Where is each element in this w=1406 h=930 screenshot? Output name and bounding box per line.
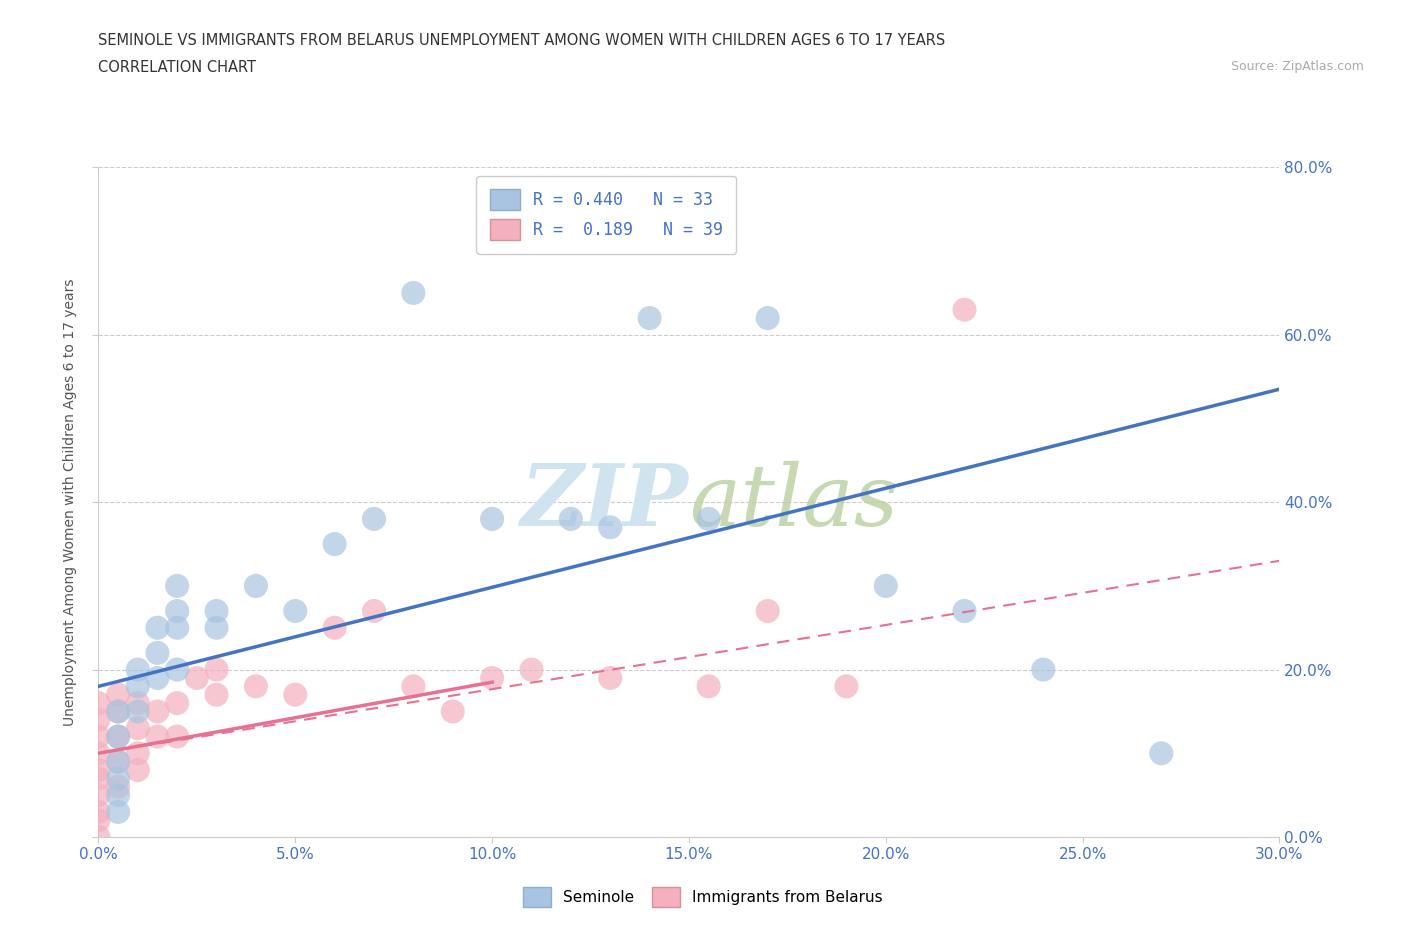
Point <box>284 687 307 702</box>
Point <box>166 604 188 618</box>
Point <box>599 671 621 685</box>
Point <box>166 729 188 744</box>
Point <box>520 662 543 677</box>
Point <box>835 679 858 694</box>
Point <box>127 763 149 777</box>
Point <box>127 662 149 677</box>
Point <box>87 771 110 786</box>
Legend: Seminole, Immigrants from Belarus: Seminole, Immigrants from Belarus <box>517 882 889 913</box>
Point <box>166 578 188 593</box>
Point <box>481 512 503 526</box>
Point <box>953 604 976 618</box>
Point <box>166 696 188 711</box>
Point <box>107 788 129 803</box>
Point <box>87 804 110 819</box>
Point <box>245 679 267 694</box>
Point <box>402 286 425 300</box>
Point <box>441 704 464 719</box>
Point <box>1150 746 1173 761</box>
Point <box>127 704 149 719</box>
Text: Source: ZipAtlas.com: Source: ZipAtlas.com <box>1230 60 1364 73</box>
Point <box>146 620 169 635</box>
Point <box>363 604 385 618</box>
Point <box>87 813 110 828</box>
Point <box>166 662 188 677</box>
Point <box>107 704 129 719</box>
Point <box>323 537 346 551</box>
Text: ZIP: ZIP <box>522 460 689 544</box>
Point <box>87 729 110 744</box>
Point <box>127 679 149 694</box>
Point <box>87 830 110 844</box>
Point <box>205 662 228 677</box>
Point <box>245 578 267 593</box>
Text: atlas: atlas <box>689 461 898 543</box>
Y-axis label: Unemployment Among Women with Children Ages 6 to 17 years: Unemployment Among Women with Children A… <box>63 278 77 726</box>
Point <box>205 604 228 618</box>
Point <box>87 788 110 803</box>
Point <box>127 746 149 761</box>
Point <box>146 729 169 744</box>
Point <box>107 729 129 744</box>
Point <box>87 763 110 777</box>
Point <box>87 712 110 727</box>
Point <box>107 754 129 769</box>
Point <box>107 729 129 744</box>
Point <box>481 671 503 685</box>
Point <box>875 578 897 593</box>
Point <box>107 687 129 702</box>
Point <box>107 754 129 769</box>
Point <box>87 746 110 761</box>
Point <box>186 671 208 685</box>
Text: SEMINOLE VS IMMIGRANTS FROM BELARUS UNEMPLOYMENT AMONG WOMEN WITH CHILDREN AGES : SEMINOLE VS IMMIGRANTS FROM BELARUS UNEM… <box>98 33 946 47</box>
Text: CORRELATION CHART: CORRELATION CHART <box>98 60 256 75</box>
Point <box>127 696 149 711</box>
Point <box>107 704 129 719</box>
Point <box>756 311 779 325</box>
Legend: R = 0.440   N = 33, R =  0.189   N = 39: R = 0.440 N = 33, R = 0.189 N = 39 <box>477 176 737 254</box>
Point <box>953 302 976 317</box>
Point <box>638 311 661 325</box>
Point <box>697 679 720 694</box>
Point <box>166 620 188 635</box>
Point <box>205 687 228 702</box>
Point <box>107 804 129 819</box>
Point <box>146 645 169 660</box>
Point <box>107 779 129 794</box>
Point <box>323 620 346 635</box>
Point <box>697 512 720 526</box>
Point <box>599 520 621 535</box>
Point <box>284 604 307 618</box>
Point <box>402 679 425 694</box>
Point <box>363 512 385 526</box>
Point <box>756 604 779 618</box>
Point <box>560 512 582 526</box>
Point <box>87 696 110 711</box>
Point <box>107 771 129 786</box>
Point <box>205 620 228 635</box>
Point <box>1032 662 1054 677</box>
Point <box>127 721 149 736</box>
Point <box>146 704 169 719</box>
Point <box>146 671 169 685</box>
